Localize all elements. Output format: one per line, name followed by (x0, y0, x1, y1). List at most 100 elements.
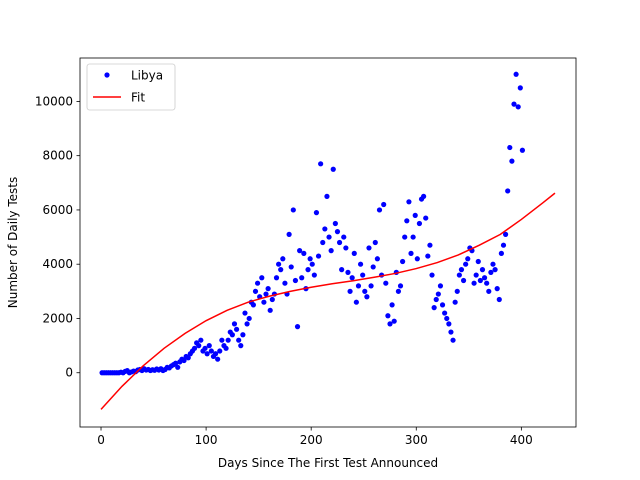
data-point-171 (458, 267, 465, 273)
data-point-78 (263, 291, 269, 297)
legend-marker-libya (104, 72, 110, 78)
data-point-168 (452, 299, 458, 305)
data-point-128 (368, 283, 374, 289)
x-tick-label: 0 (97, 433, 105, 447)
y-axis-label: Number of Daily Tests (6, 177, 20, 308)
data-point-50 (204, 351, 210, 357)
data-point-126 (364, 294, 370, 300)
y-tick-label: 2000 (42, 311, 73, 325)
data-point-47 (198, 337, 204, 343)
data-point-86 (280, 256, 286, 262)
data-point-120 (351, 250, 357, 256)
data-point-81 (269, 296, 275, 303)
data-point-117 (345, 269, 351, 275)
data-point-107 (324, 193, 330, 199)
data-point-127 (366, 245, 372, 251)
data-point-64 (233, 326, 240, 332)
x-axis-label: Days Since The First Test Announced (218, 456, 438, 470)
data-point-84 (276, 261, 282, 267)
fit-line (100, 192, 556, 410)
data-point-118 (347, 288, 353, 294)
data-point-87 (282, 280, 288, 286)
data-point-105 (320, 239, 326, 246)
data-point-134 (381, 201, 387, 208)
data-point-200 (519, 147, 526, 153)
data-point-57 (219, 337, 225, 343)
x-tick-label: 200 (300, 433, 323, 447)
data-point-73 (252, 288, 259, 294)
data-point-89 (286, 231, 292, 237)
data-point-83 (273, 275, 280, 281)
data-point-172 (460, 277, 467, 284)
data-point-56 (217, 348, 223, 354)
axes-frame (79, 57, 577, 428)
data-point-52 (208, 348, 214, 354)
data-point-51 (206, 343, 212, 349)
data-point-101 (311, 272, 317, 278)
data-point-191 (500, 242, 507, 248)
x-tick-label: 100 (195, 433, 218, 447)
data-point-113 (336, 239, 343, 246)
data-point-92 (292, 277, 299, 284)
data-point-188 (494, 286, 500, 292)
data-point-137 (387, 321, 393, 327)
data-point-95 (299, 275, 305, 281)
data-point-104 (318, 161, 324, 167)
data-point-123 (357, 261, 364, 267)
x-tick-label: 400 (510, 433, 533, 447)
data-point-132 (376, 207, 383, 213)
data-point-70 (246, 315, 252, 322)
data-point-143 (400, 258, 406, 265)
data-point-156 (427, 242, 433, 248)
data-point-111 (332, 220, 338, 227)
data-point-112 (334, 229, 341, 235)
x-tick-label: 300 (405, 433, 428, 447)
data-point-166 (448, 329, 454, 335)
y-tick-label: 6000 (42, 203, 73, 217)
data-point-178 (473, 272, 479, 278)
data-point-157 (429, 272, 435, 278)
data-point-197 (513, 71, 519, 77)
data-point-142 (397, 283, 404, 289)
plot-background (80, 58, 576, 427)
data-point-85 (278, 267, 284, 273)
data-point-79 (265, 286, 271, 292)
data-point-125 (362, 288, 368, 294)
legend-label-libya: Libya (131, 69, 163, 83)
data-point-135 (383, 280, 389, 286)
data-point-49 (202, 345, 208, 351)
data-point-193 (505, 188, 511, 194)
data-point-145 (404, 218, 410, 224)
data-point-138 (389, 302, 395, 308)
data-point-187 (492, 267, 498, 273)
data-point-63 (231, 321, 238, 327)
data-point-146 (406, 199, 412, 205)
data-point-35 (173, 360, 179, 366)
data-point-186 (490, 261, 496, 267)
data-point-80 (267, 307, 273, 313)
data-point-182 (481, 275, 488, 281)
data-point-66 (238, 343, 244, 349)
data-point-108 (326, 234, 332, 240)
data-point-139 (391, 318, 397, 324)
data-point-67 (240, 332, 246, 338)
legend: Libya Fit (86, 63, 176, 111)
data-point-115 (341, 234, 347, 240)
data-point-141 (395, 288, 402, 294)
data-point-177 (471, 280, 477, 286)
data-point-94 (297, 248, 303, 254)
y-tick-label: 10000 (35, 94, 73, 108)
data-point-110 (330, 166, 336, 172)
data-point-109 (328, 248, 334, 254)
data-point-180 (477, 277, 483, 284)
data-point-39 (181, 357, 187, 364)
data-point-98 (305, 267, 311, 273)
data-point-173 (463, 261, 469, 267)
data-point-54 (212, 351, 219, 357)
y-tick-label: 4000 (42, 257, 73, 271)
legend-label-fit: Fit (131, 91, 145, 105)
data-point-55 (215, 356, 221, 362)
data-point-119 (349, 275, 355, 281)
data-point-160 (435, 291, 441, 297)
data-point-150 (414, 256, 420, 262)
